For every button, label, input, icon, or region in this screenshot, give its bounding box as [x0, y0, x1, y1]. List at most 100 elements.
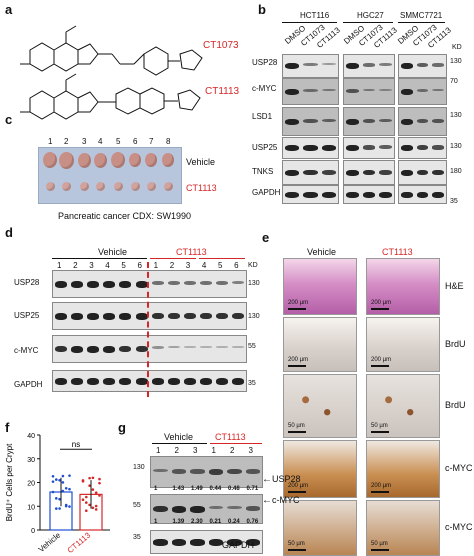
- panel-g-label: g: [118, 420, 126, 435]
- blot-band: [245, 506, 260, 511]
- blot-band: [362, 63, 376, 67]
- blot-band: [245, 469, 260, 474]
- protein-lsd1: LSD1: [252, 112, 273, 121]
- lane-number: 1: [211, 446, 216, 455]
- scale-bar: [288, 365, 306, 367]
- row-label: c-MYC: [445, 463, 473, 473]
- blot-band: [362, 191, 376, 198]
- blot-band: [135, 313, 148, 320]
- lane-number: 5: [218, 261, 223, 270]
- blot-band: [432, 88, 444, 91]
- tumor-ct1113: [164, 182, 173, 191]
- kd-mark: 130: [450, 143, 462, 150]
- row-vehicle: Vehicle: [186, 157, 216, 167]
- blot-band: [167, 378, 180, 385]
- blot-strip: [343, 54, 395, 78]
- y-axis-label: BrdU⁺ Cells per Crypt: [5, 443, 14, 521]
- quant-value: 0.48: [228, 486, 240, 492]
- blot-band: [208, 539, 223, 546]
- quant-value: 0.71: [246, 486, 259, 492]
- blot-band: [346, 118, 359, 125]
- protein-tnks: TNKS: [252, 167, 274, 176]
- blot-strip: [282, 137, 339, 159]
- blot-band: [321, 118, 336, 122]
- y-tick-label: 40: [27, 433, 35, 440]
- kd-mark: 130: [248, 313, 260, 320]
- blot-band: [321, 63, 336, 65]
- blot-band: [321, 145, 336, 151]
- protein-usp28: USP28: [14, 278, 40, 287]
- blot-strip: [398, 137, 447, 159]
- blot-band: [379, 88, 392, 91]
- blot-strip: [343, 78, 395, 105]
- data-point: [98, 477, 101, 481]
- blot-band: [151, 346, 164, 349]
- blot-strip: [343, 107, 395, 136]
- group-vehicle: Vehicle: [98, 247, 128, 257]
- blot-band: [183, 346, 196, 348]
- tumor-number: 6: [133, 137, 138, 146]
- data-point: [94, 491, 98, 495]
- blot-band: [55, 281, 68, 288]
- blot-band: [232, 378, 245, 385]
- kd-label: KD: [248, 262, 258, 269]
- scale-bar: [288, 549, 306, 551]
- tumor-ct1113: [114, 182, 123, 191]
- blot-band: [379, 169, 392, 175]
- significance-label: ns: [72, 440, 80, 449]
- data-point: [98, 481, 101, 485]
- blot-band: [346, 169, 359, 176]
- data-point: [64, 503, 68, 507]
- blot-band: [416, 63, 429, 67]
- blot-strip: [398, 78, 447, 105]
- blot-band: [119, 281, 132, 288]
- blot-band: [379, 191, 392, 198]
- blot-band: [432, 145, 444, 150]
- tissue-image: 50 µm: [283, 374, 357, 438]
- lane-number: 4: [201, 261, 207, 270]
- blot-band: [379, 63, 392, 66]
- lane-number: 6: [234, 261, 239, 270]
- data-point: [85, 509, 88, 513]
- scale-label: 200 µm: [371, 483, 392, 489]
- blot-band: [362, 169, 376, 175]
- lane-number: 3: [248, 446, 253, 455]
- scale-label: 200 µm: [371, 357, 392, 363]
- blot-band: [346, 145, 359, 151]
- blot-strip: [282, 78, 339, 105]
- blot-band: [362, 88, 376, 91]
- tumor-number: 5: [116, 137, 121, 146]
- lane-number: 1: [57, 261, 62, 270]
- blot-band: [183, 378, 196, 385]
- col-vehicle: Vehicle: [307, 247, 337, 257]
- y-tick-label: 0: [31, 528, 35, 535]
- tissue-image: 200 µm: [366, 440, 440, 498]
- blot-band: [103, 281, 116, 288]
- data-point: [51, 480, 55, 483]
- scale-bar: [288, 431, 306, 433]
- data-point: [61, 474, 65, 478]
- scale-bar: [371, 431, 389, 433]
- blot-band: [401, 191, 413, 198]
- panel-b-label: b: [258, 2, 266, 17]
- blot-band: [71, 281, 84, 288]
- blot-strip: [282, 160, 339, 185]
- blot-band: [153, 539, 168, 546]
- blot-band: [216, 378, 229, 385]
- tumor-vehicle: [58, 151, 74, 169]
- tumor-vehicle: [162, 153, 174, 167]
- data-point: [55, 507, 58, 510]
- blot-band: [303, 63, 318, 66]
- blot-strip: [343, 137, 395, 159]
- blot-strip: [343, 160, 395, 185]
- kd-mark: 35: [450, 198, 458, 205]
- kd-mark: 130: [450, 112, 462, 119]
- blot-band: [362, 145, 376, 150]
- tumor-number: 7: [149, 137, 154, 146]
- data-point: [58, 478, 61, 482]
- blot-band: [346, 191, 359, 198]
- panel-c-label: c: [5, 112, 13, 127]
- protein-usp25: USP25: [252, 143, 278, 152]
- blot-band: [103, 313, 116, 320]
- blot-band: [55, 378, 68, 385]
